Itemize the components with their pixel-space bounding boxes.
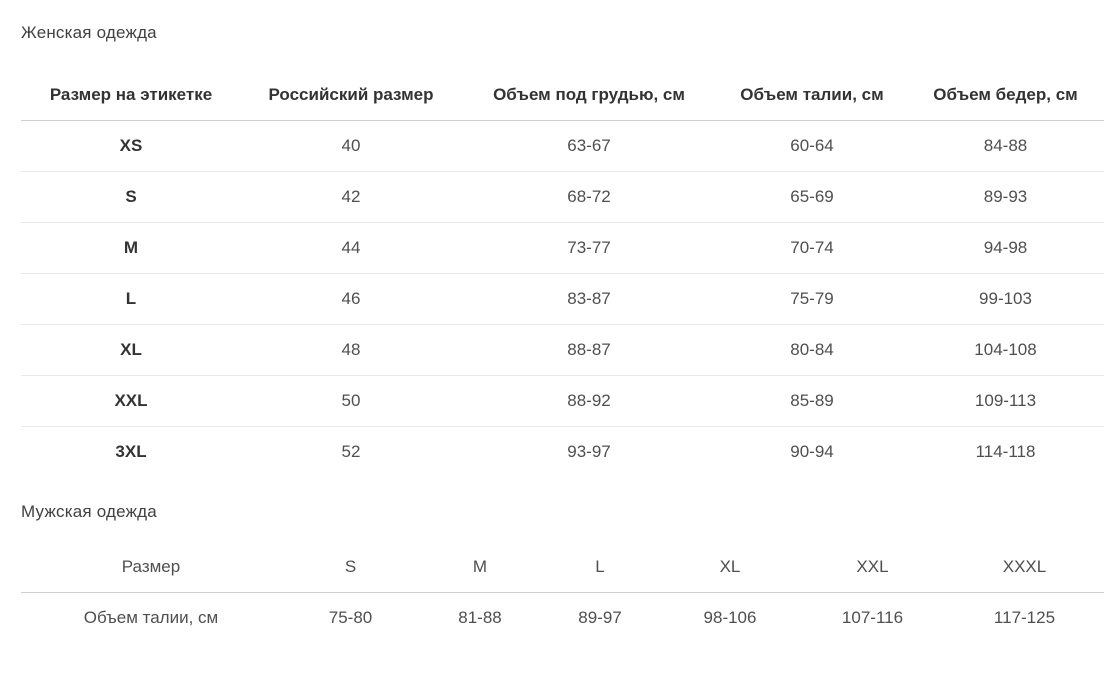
table-cell: 50 <box>241 375 461 427</box>
table-cell: 109-113 <box>907 375 1104 427</box>
column-header-hips: Объем бедер, см <box>907 70 1104 121</box>
table-cell: 89-97 <box>578 608 622 628</box>
table-cell: 75-80 <box>328 608 373 628</box>
table-cell: 44 <box>241 222 461 274</box>
size-header-cell: XL <box>660 543 800 593</box>
table-cell: 114-118 <box>975 441 1036 461</box>
size-header-cell: L <box>540 543 660 593</box>
table-cell: 75-79 <box>717 273 907 325</box>
table-cell: 98-106 <box>703 608 757 628</box>
size-label-cell: 3XL <box>115 441 147 461</box>
table-cell: 48 <box>241 324 461 376</box>
size-header-cell: S <box>281 543 420 593</box>
size-label-cell: S <box>21 171 241 223</box>
table-cell: 99-103 <box>907 273 1104 325</box>
table-cell: 93-97 <box>567 441 611 461</box>
column-header-label-size: Размер на этикетке <box>21 70 241 121</box>
table-cell: 81-88 <box>458 608 502 628</box>
size-header-cell: M <box>420 543 540 593</box>
table-cell: 65-69 <box>717 171 907 223</box>
table-row-xxl: XXL 50 88-92 85-89 109-113 <box>21 375 1104 427</box>
table-cell: 63-67 <box>461 120 717 172</box>
table-cell: 104-108 <box>907 324 1104 376</box>
women-table-header-row: Размер на этикетке Российский размер Объ… <box>21 70 1104 121</box>
table-cell: 73-77 <box>461 222 717 274</box>
table-cell: 40 <box>241 120 461 172</box>
men-waist-row: Объем талии, см 75-80 81-88 89-97 98-106… <box>21 592 1104 644</box>
table-cell: 80-84 <box>717 324 907 376</box>
table-cell: 84-88 <box>907 120 1104 172</box>
column-header-underbust: Объем под грудью, см <box>461 70 717 121</box>
size-label-cell: L <box>21 273 241 325</box>
row-label-cell: Размер <box>21 543 281 593</box>
table-cell: 52 <box>341 441 361 461</box>
table-cell: 88-87 <box>461 324 717 376</box>
table-row-m: M 44 73-77 70-74 94-98 <box>21 222 1104 274</box>
table-cell: 85-89 <box>717 375 907 427</box>
table-row-3xl: 3XL 52 93-97 90-94 114-118 <box>21 426 1104 477</box>
table-row-xl: XL 48 88-87 80-84 104-108 <box>21 324 1104 376</box>
table-cell: 89-93 <box>907 171 1104 223</box>
table-cell: 70-74 <box>717 222 907 274</box>
table-row-s: S 42 68-72 65-69 89-93 <box>21 171 1104 223</box>
table-cell: 68-72 <box>461 171 717 223</box>
table-row-xs: XS 40 63-67 60-64 84-88 <box>21 120 1104 172</box>
column-header-waist: Объем талии, см <box>717 70 907 121</box>
women-section-title: Женская одежда <box>21 23 157 42</box>
table-cell: 117-125 <box>993 608 1056 628</box>
women-size-table: Размер на этикетке Российский размер Объ… <box>21 70 1104 477</box>
table-cell: 83-87 <box>461 273 717 325</box>
size-header-cell: XXL <box>800 543 945 593</box>
men-section-title: Мужская одежда <box>21 502 157 521</box>
table-row-l: L 46 83-87 75-79 99-103 <box>21 273 1104 325</box>
table-cell: 90-94 <box>790 441 834 461</box>
men-size-header-row: Размер S M L XL XXL XXXL <box>21 543 1104 593</box>
size-label-cell: XL <box>21 324 241 376</box>
column-header-russian-size: Российский размер <box>241 70 461 121</box>
table-cell: 42 <box>241 171 461 223</box>
size-header-cell: XXXL <box>945 543 1104 593</box>
size-label-cell: XS <box>21 120 241 172</box>
table-cell: 107-116 <box>841 608 904 628</box>
row-label-cell: Объем талии, см <box>83 608 219 628</box>
men-size-table: Размер S M L XL XXL XXXL Объем талии, см… <box>21 543 1104 644</box>
size-label-cell: M <box>21 222 241 274</box>
table-cell: 60-64 <box>717 120 907 172</box>
table-cell: 94-98 <box>907 222 1104 274</box>
table-cell: 88-92 <box>461 375 717 427</box>
size-label-cell: XXL <box>21 375 241 427</box>
table-cell: 46 <box>241 273 461 325</box>
